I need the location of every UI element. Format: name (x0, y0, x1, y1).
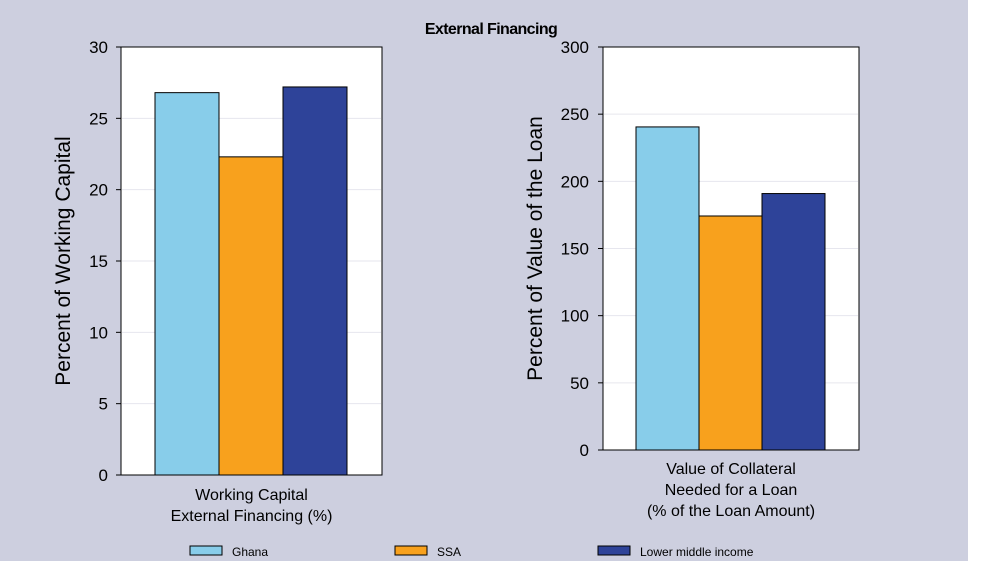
y-tick-label: 250 (561, 105, 589, 124)
y-tick-label: 200 (561, 172, 589, 191)
y-tick-label: 10 (89, 323, 108, 342)
category-label: Value of Collateral Needed for a Loan (% o… (647, 461, 815, 520)
y-tick-label: 15 (89, 252, 108, 271)
bar-lower-middle-income (761, 193, 826, 451)
legend: Ghana SSA Lower middle income (189, 545, 754, 559)
legend-label: Lower middle income (640, 545, 754, 559)
legend-item: Ghana (189, 545, 268, 559)
bar-ghana (154, 92, 220, 476)
bar-ghana (635, 126, 700, 451)
bar-ssa (218, 156, 284, 476)
legend-item: Lower middle income (597, 545, 754, 559)
chart-title: External Financing (425, 21, 557, 38)
category-label-line: (% of the Loan Amount) (647, 503, 815, 520)
legend-swatch (394, 545, 428, 556)
y-tick-label: 100 (561, 307, 589, 326)
y-tick-label: 20 (89, 181, 108, 200)
category-label: Working Capital External Financing (%) (171, 487, 333, 525)
category-label-line: Needed for a Loan (665, 482, 798, 499)
bar-lower-middle-income (282, 86, 348, 476)
y-axis-label: Percent of Value of the Loan (524, 116, 547, 381)
chart-panel-1: 0 5 10 15 20 25 30 Percent of Working Capital Wo… (52, 38, 383, 525)
y-tick-label: 0 (99, 466, 108, 485)
y-tick-label: 5 (99, 395, 108, 414)
y-tick-label: 25 (89, 109, 108, 128)
y-tick-label: 30 (89, 38, 108, 57)
legend-swatch (189, 545, 223, 556)
chart-panel-2: 0 50 100 150 200 250 300 Percent of Value of th… (524, 38, 860, 520)
legend-label: SSA (437, 545, 461, 559)
chart-panels: 0 5 10 15 20 25 30 Percent of Working Capital Wo… (52, 38, 860, 525)
category-label-line: Working Capital (195, 487, 308, 504)
y-tick-label: 50 (570, 374, 589, 393)
bar-ssa (698, 215, 763, 451)
category-label-line: External Financing (%) (171, 508, 333, 525)
legend-swatch (597, 545, 631, 556)
y-tick-label: 150 (561, 240, 589, 259)
legend-label: Ghana (232, 545, 268, 559)
y-tick-label: 300 (561, 38, 589, 57)
y-axis-label: Percent of Working Capital (52, 136, 75, 385)
category-label-line: Value of Collateral (666, 461, 796, 478)
y-tick-label: 0 (580, 441, 589, 460)
legend-item: SSA (394, 545, 461, 559)
